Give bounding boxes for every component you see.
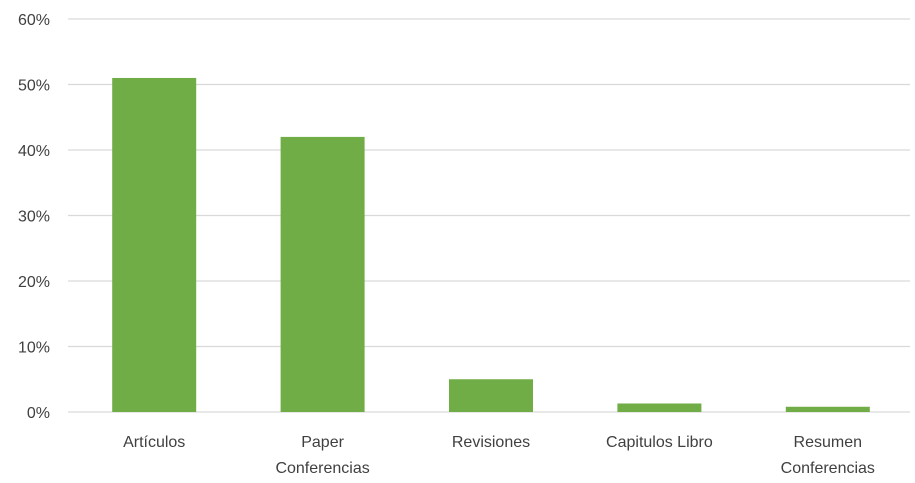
bar — [449, 379, 533, 412]
x-category-label: Capitulos Libro — [606, 434, 713, 451]
x-category-label-line: Conferencias — [781, 460, 875, 477]
x-category-label: Resumen Conferencias — [781, 434, 875, 477]
y-tick-label: 30% — [18, 209, 50, 226]
x-category-label: Paper Conferencias — [275, 434, 369, 477]
x-category-label-line: Capitulos Libro — [606, 434, 713, 451]
y-tick-label: 60% — [18, 12, 50, 29]
x-category-label: Artículos — [123, 434, 185, 451]
x-category-label-line: Resumen — [794, 434, 862, 451]
y-tick-label: 10% — [18, 340, 50, 357]
y-axis-tick-labels: 0% 10% 20% 30% 40% 50% 60% — [18, 12, 50, 422]
bar — [112, 77, 197, 412]
bars — [112, 77, 870, 412]
y-tick-label: 40% — [18, 143, 50, 160]
x-category-label-line: Artículos — [123, 434, 185, 451]
bar — [280, 136, 365, 412]
y-tick-label: 50% — [18, 78, 50, 95]
x-axis-category-labels: Artículos Paper Conferencias Revisiones Capi… — [123, 434, 875, 477]
bar — [617, 403, 702, 412]
gridlines — [68, 18, 910, 413]
y-tick-label: 0% — [27, 405, 50, 422]
x-category-label-line: Paper — [301, 434, 344, 451]
x-category-label-line: Conferencias — [275, 460, 369, 477]
x-category-label: Revisiones — [452, 434, 530, 451]
y-tick-label: 20% — [18, 274, 50, 291]
x-category-label-line: Revisiones — [452, 434, 530, 451]
bar — [785, 406, 870, 412]
